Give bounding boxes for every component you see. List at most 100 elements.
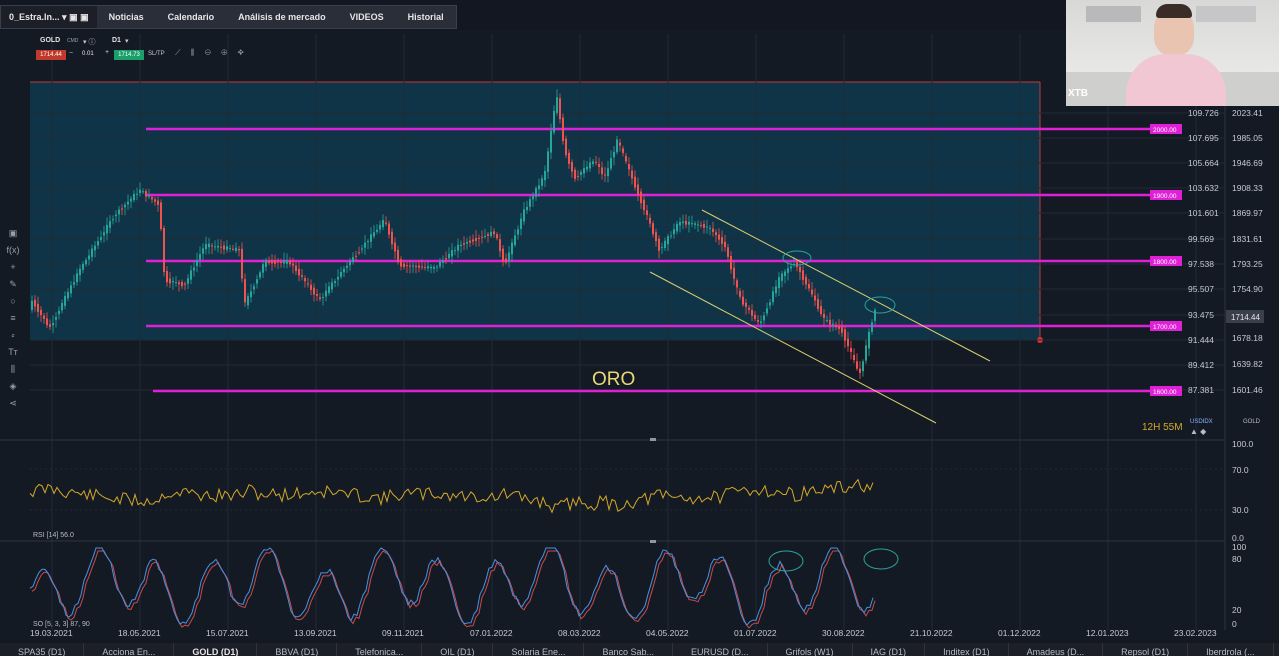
candle — [208, 243, 210, 248]
instrument-tab[interactable]: BBVA (D1) — [257, 643, 338, 656]
levels-icon[interactable]: ⫼ — [10, 364, 16, 374]
tab-videos[interactable]: VIDEOS — [349, 12, 384, 22]
minus-icon[interactable]: − — [69, 50, 74, 57]
sell-button[interactable]: 1714.44 — [36, 50, 66, 60]
gold-tick: 1678.18 — [1232, 333, 1263, 343]
instrument-tab[interactable]: Acciona En... — [84, 643, 175, 656]
tab-historial[interactable]: Historial — [407, 12, 444, 22]
instrument-tab[interactable]: GOLD (D1) — [174, 643, 258, 656]
gold-legend[interactable]: GOLD — [1243, 419, 1261, 425]
date-tick: 12.01.2023 — [1086, 628, 1129, 638]
pencil-icon[interactable]: ✎ — [9, 279, 17, 289]
usdidx-legend[interactable]: USDIDX — [1190, 419, 1213, 425]
candle — [505, 258, 507, 263]
so-k-line — [29, 547, 874, 626]
symbol-label[interactable]: GOLD — [40, 37, 61, 44]
share-icon[interactable]: ⋖ — [9, 398, 17, 408]
layers-icon[interactable]: ◈ — [9, 381, 17, 391]
legend-controls-icon[interactable]: ▲ ◆ — [1190, 427, 1207, 436]
volume-input[interactable]: 0.01 — [82, 51, 94, 57]
candle — [349, 261, 351, 266]
candle — [136, 193, 138, 195]
candle — [304, 278, 306, 282]
channel-upper-line[interactable] — [701, 209, 991, 362]
gold-tick: 1754.90 — [1232, 284, 1263, 294]
chevron-down-icon[interactable]: ▾ ▣ ▣ — [62, 12, 89, 22]
channel-lower-line[interactable] — [649, 271, 937, 424]
gold-tick: 1793.25 — [1232, 259, 1263, 269]
crosshair-icon[interactable]: + — [10, 262, 16, 272]
instrument-tab[interactable]: IAG (D1) — [853, 643, 926, 656]
level-tag — [1150, 321, 1182, 331]
usdidx-tick: 95.507 — [1188, 284, 1214, 294]
instrument-tab[interactable]: Banco Sab... — [584, 643, 674, 656]
rsi-line — [29, 478, 874, 514]
candle — [178, 282, 180, 285]
candle — [724, 241, 726, 248]
text-icon[interactable]: Tт — [8, 347, 18, 357]
tab-calendario[interactable]: Calendario — [167, 12, 215, 22]
circle-icon[interactable]: ○ — [10, 296, 16, 306]
candle — [325, 290, 327, 297]
candle — [388, 223, 390, 235]
instrument-tab[interactable]: Inditex (D1) — [925, 643, 1009, 656]
highlight-ellipse[interactable] — [864, 296, 896, 314]
candle — [688, 221, 690, 225]
highlight-ellipse[interactable] — [863, 548, 899, 570]
candle — [457, 244, 459, 251]
candle — [625, 155, 627, 162]
candle — [811, 289, 813, 295]
candle — [397, 249, 399, 263]
instrument-tab[interactable]: Repsol (D1) — [1103, 643, 1189, 656]
candle — [88, 255, 90, 260]
instrument-tab[interactable]: Telefonica... — [337, 643, 423, 656]
instrument-tab[interactable]: Amadeus (D... — [1009, 643, 1104, 656]
chevron-down-icon[interactable]: ▾ ⓘ — [83, 39, 96, 46]
instrument-tab[interactable]: SPA35 (D1) — [0, 643, 85, 656]
candle — [259, 272, 261, 278]
instrument-tab[interactable]: EURUSD (D... — [673, 643, 768, 656]
candle — [823, 313, 825, 319]
candle — [481, 236, 483, 238]
candle — [652, 223, 654, 235]
function-icon[interactable]: f(x) — [6, 245, 20, 255]
instrument-tab[interactable]: Iberdrola (... — [1188, 643, 1274, 656]
candle — [244, 279, 246, 303]
candle — [370, 234, 372, 242]
candle — [97, 241, 99, 246]
candle — [418, 265, 420, 268]
highlight-ellipse[interactable] — [782, 250, 812, 266]
instrument-tab[interactable]: Grifols (W1) — [768, 643, 853, 656]
candle — [331, 282, 333, 290]
tab-workspace[interactable]: 0_Estra.In... ▾ ▣ ▣ — [1, 6, 97, 28]
fibonacci-icon[interactable]: ≡ — [10, 313, 16, 323]
tab-noticias[interactable]: Noticias — [108, 12, 144, 22]
chart-tools-icon[interactable]: ⟋ ⫼ ⊖ ⊕ ✥ — [175, 48, 248, 57]
tab-analisis[interactable]: Análisis de mercado — [238, 12, 326, 22]
candle — [826, 319, 828, 321]
buy-button[interactable]: 1714.73 — [114, 50, 144, 60]
highlight-ellipse[interactable] — [768, 550, 804, 572]
candle — [709, 227, 711, 229]
plus-icon[interactable]: + — [105, 49, 110, 56]
chevron-down-icon[interactable]: ▾ — [125, 38, 129, 45]
trend-icon[interactable]: ⸗ — [11, 330, 15, 340]
level-label: 1600.00 — [1153, 389, 1177, 396]
candle — [319, 297, 321, 299]
grid-icon[interactable]: ▣ — [8, 228, 18, 238]
candle — [283, 260, 285, 264]
instrument-tab[interactable]: Solaria Ene... — [493, 643, 585, 656]
usdidx-tick: 93.475 — [1188, 310, 1214, 320]
instrument-tab[interactable]: OIL (D1) — [422, 643, 494, 656]
timeframe-select[interactable]: D1 — [112, 37, 121, 44]
candle — [448, 253, 450, 259]
candle — [289, 260, 291, 265]
bar-timer: 12H 55M — [1142, 422, 1183, 433]
usdidx-tick: 109.726 — [1188, 108, 1219, 118]
sltp-button[interactable]: SL/TP — [148, 51, 165, 57]
candle — [313, 287, 315, 295]
chart-annotation-oro[interactable]: ORO — [592, 369, 635, 390]
gold-tick: 2023.41 — [1232, 108, 1263, 118]
gold-tick: 1831.61 — [1232, 234, 1263, 244]
candle — [598, 163, 600, 167]
